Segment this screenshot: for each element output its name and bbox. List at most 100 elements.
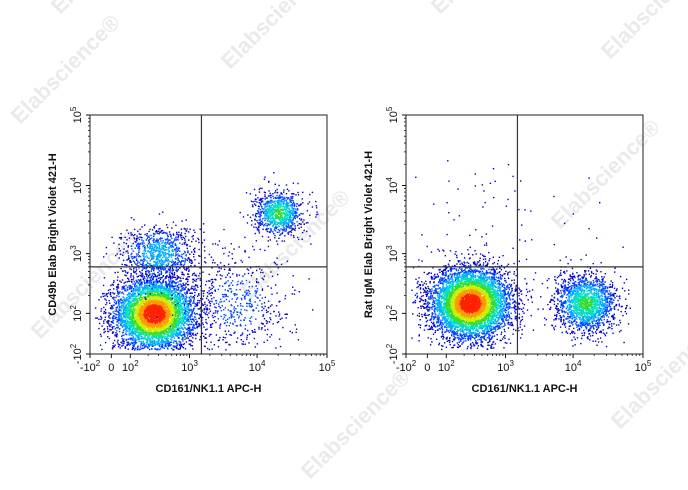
event-dot	[113, 315, 115, 317]
event-dot	[147, 327, 149, 329]
event-dot	[126, 322, 128, 324]
event-dot	[147, 331, 150, 334]
event-dot	[209, 326, 212, 328]
event-dot	[151, 296, 153, 298]
event-dot	[173, 290, 176, 292]
event-dot	[166, 331, 168, 333]
event-dot	[160, 326, 162, 328]
event-dot	[195, 285, 197, 287]
event-dot	[150, 337, 152, 339]
event-dot	[122, 320, 125, 323]
event-dot	[176, 329, 178, 331]
event-dot	[194, 291, 196, 294]
event-dot	[182, 295, 185, 297]
event-dot	[178, 310, 180, 312]
event-dot	[148, 292, 150, 295]
event-dot	[192, 273, 194, 275]
event-dot	[111, 317, 114, 319]
event-dot	[127, 322, 129, 324]
event-dot	[145, 330, 147, 332]
event-dot	[154, 341, 156, 343]
event-dot	[149, 298, 151, 301]
event-dot	[157, 337, 159, 339]
event-dot	[108, 316, 110, 318]
event-dot	[156, 287, 159, 289]
event-dot	[171, 308, 173, 310]
event-dot	[194, 313, 196, 315]
event-dot	[181, 287, 183, 290]
event-dot	[149, 302, 151, 304]
event-dot	[176, 286, 178, 288]
event-dot	[155, 316, 157, 319]
event-dot	[189, 316, 191, 318]
event-dot	[176, 304, 179, 306]
event-dot	[184, 311, 187, 314]
event-dot	[134, 309, 136, 311]
event-dot	[159, 307, 161, 309]
event-dot	[171, 286, 174, 288]
event-dot	[179, 316, 182, 318]
event-dot	[157, 309, 159, 312]
event-dot	[108, 299, 110, 302]
event-dot	[144, 305, 146, 307]
event-dot	[144, 336, 146, 338]
event-dot	[126, 341, 128, 343]
event-dot	[164, 294, 166, 297]
event-dot	[170, 317, 172, 319]
event-dot	[104, 312, 107, 315]
event-dot	[143, 296, 145, 298]
event-dot	[166, 301, 168, 303]
event-dot	[165, 298, 167, 300]
event-dot	[147, 343, 149, 345]
event-dot	[178, 303, 181, 306]
event-dot	[133, 311, 135, 313]
event-dot	[118, 328, 121, 330]
event-dot	[153, 308, 155, 310]
event-dot	[150, 342, 152, 344]
event-dot	[195, 324, 198, 326]
event-dot	[138, 338, 140, 341]
event-dot	[174, 295, 177, 297]
event-dot	[183, 308, 186, 311]
event-dot	[143, 347, 146, 349]
event-dot	[122, 331, 125, 333]
event-dot	[150, 324, 153, 327]
event-dot	[136, 314, 138, 316]
event-dot	[152, 301, 154, 303]
event-dot	[131, 334, 134, 336]
event-dot	[175, 311, 178, 313]
event-dot	[129, 324, 131, 327]
event-dot	[140, 280, 142, 282]
event-dot	[119, 280, 121, 282]
event-dot	[206, 322, 208, 325]
event-dot	[146, 338, 148, 341]
event-dot	[136, 299, 138, 301]
event-dot	[121, 307, 123, 309]
event-dot	[183, 309, 186, 311]
event-dot	[117, 283, 120, 286]
event-dot	[123, 302, 126, 305]
event-dot	[106, 293, 108, 295]
event-dot	[158, 318, 160, 320]
event-dot	[151, 348, 153, 350]
event-dot	[168, 342, 171, 345]
event-dot	[160, 313, 162, 316]
event-dot	[156, 285, 158, 287]
event-dot	[160, 296, 163, 299]
event-dot	[152, 334, 155, 336]
event-dot	[153, 327, 155, 329]
event-dot	[178, 308, 180, 310]
event-dot	[123, 342, 125, 345]
event-dot	[139, 346, 142, 348]
event-dot	[154, 302, 157, 304]
event-dot	[180, 311, 183, 314]
event-dot	[135, 312, 137, 315]
event-dot	[130, 305, 133, 307]
event-dot	[130, 337, 133, 339]
event-dot	[189, 303, 192, 305]
event-dot	[174, 320, 176, 322]
event-dot	[161, 338, 163, 341]
event-dot	[112, 284, 114, 286]
event-dot	[130, 293, 133, 296]
event-dot	[186, 296, 188, 299]
